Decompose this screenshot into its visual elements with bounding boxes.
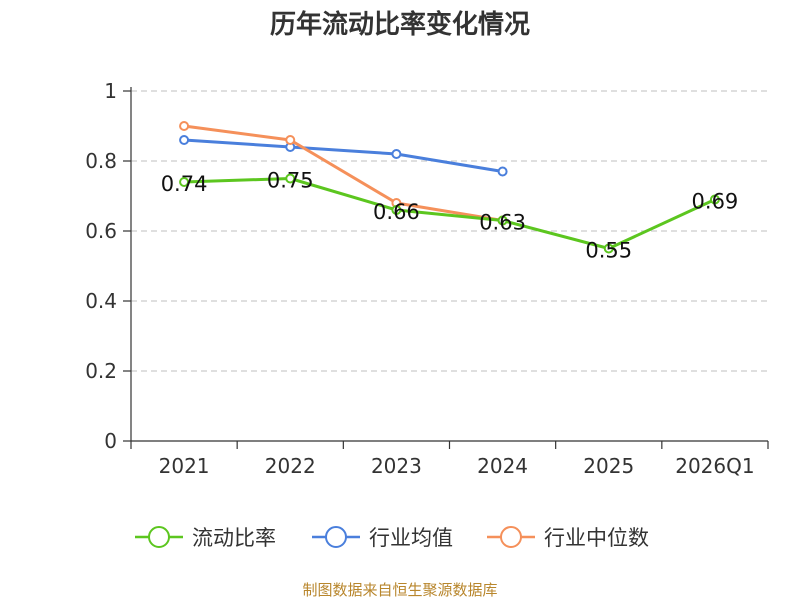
- data-label: 0.75: [267, 169, 314, 193]
- legend-marker: [148, 526, 170, 548]
- x-tick-label: 2022: [265, 454, 316, 478]
- legend-item[interactable]: 流动比率: [135, 526, 276, 550]
- data-point: [285, 173, 296, 184]
- y-tick-label: 0.4: [85, 289, 117, 313]
- series-line-1: [182, 138, 505, 173]
- data-label: 0.74: [161, 172, 208, 196]
- data-point: [179, 177, 190, 187]
- grid-lines: [131, 90, 768, 372]
- x-tick-label: 2026Q1: [675, 454, 754, 478]
- y-tick-label: 0.8: [85, 149, 117, 173]
- data-label: 0.63: [479, 211, 526, 235]
- legend-label: 行业均值: [369, 526, 453, 550]
- data-label: 0.69: [692, 190, 739, 214]
- data-point: [391, 149, 402, 159]
- legend-item[interactable]: 行业均值: [312, 526, 453, 550]
- legend-marker: [325, 526, 347, 548]
- data-point: [179, 135, 190, 145]
- legend-item[interactable]: 行业中位数: [487, 526, 649, 550]
- y-tick-label: 0.6: [85, 219, 117, 243]
- x-tick-label: 2023: [371, 454, 422, 478]
- data-point: [391, 205, 402, 215]
- legend-marker: [500, 526, 522, 548]
- x-tick-label: 2021: [159, 454, 210, 478]
- data-point: [497, 215, 508, 226]
- y-tick-label: 0.2: [85, 359, 117, 383]
- data-labels: 0.74 0.75 0.66 0.63 0.55 0.69: [161, 169, 739, 263]
- data-label: 0.66: [373, 200, 420, 224]
- data-point: [603, 243, 614, 254]
- data-point: [497, 166, 508, 177]
- legend-label: 行业中位数: [544, 526, 649, 550]
- series-group: [179, 121, 720, 254]
- chart-title: 历年流动比率变化情况: [270, 9, 530, 40]
- legend[interactable]: 流动比率 行业均值 行业中位数: [135, 526, 649, 550]
- data-point: [179, 121, 190, 131]
- axes: 0 0.2 0.4 0.6 0.8 1 2021 2022 2023 2024 2025 2026Q1: [85, 79, 769, 478]
- x-tick-label: 2024: [477, 454, 528, 478]
- source-note: 制图数据来自恒生聚源数据库: [302, 581, 497, 599]
- series-line-0: [182, 177, 717, 250]
- legend-label: 流动比率: [192, 526, 276, 550]
- y-tick-label: 0: [104, 429, 117, 453]
- data-label: 0.55: [585, 239, 632, 263]
- series-line-2: [182, 124, 505, 222]
- y-tick-label: 1: [104, 79, 117, 103]
- data-point: [285, 135, 296, 145]
- x-tick-label: 2025: [583, 454, 634, 478]
- data-point: [709, 194, 720, 205]
